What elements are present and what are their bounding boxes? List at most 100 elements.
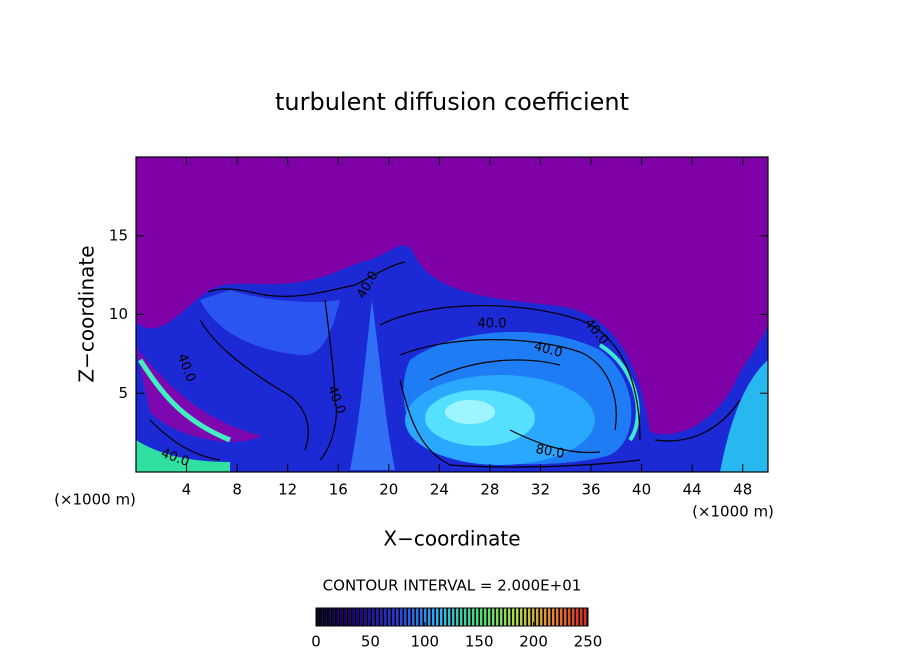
colorbar-cell	[372, 608, 375, 626]
colorbar-cell	[556, 608, 559, 626]
colorbar-cell	[488, 608, 491, 626]
colorbar-cell	[480, 608, 483, 626]
colorbar-cell	[414, 608, 416, 626]
colorbar-cell	[548, 608, 551, 626]
y-tick-label: 10	[109, 305, 128, 323]
colorbar-cell	[462, 608, 464, 626]
field-region	[200, 290, 340, 356]
colorbar-cell	[520, 608, 523, 626]
x-tick-label: 16	[329, 481, 348, 499]
colorbar-cell	[352, 608, 355, 626]
x-tick-label: 4	[182, 481, 192, 499]
colorbar-cell	[386, 608, 388, 626]
colorbar-cell	[438, 608, 440, 626]
colorbar-cell	[436, 608, 439, 626]
colorbar-cell	[326, 608, 328, 626]
colorbar-cell	[514, 608, 516, 626]
colorbar-cell	[510, 608, 512, 626]
colorbar-cell	[332, 608, 335, 626]
colorbar-cell	[474, 608, 476, 626]
colorbar-cell	[530, 608, 532, 626]
colorbar-cell	[358, 608, 360, 626]
colorbar-tick-label: 100	[410, 633, 439, 651]
colorbar-cell	[416, 608, 419, 626]
colorbar-cell	[560, 608, 563, 626]
colorbar-cell	[390, 608, 392, 626]
colorbar-cell	[532, 608, 535, 626]
colorbar-cell	[540, 608, 543, 626]
colorbar-cell	[466, 608, 468, 626]
colorbar-cell	[342, 608, 344, 626]
colorbar-cell	[412, 608, 415, 626]
colorbar-cell	[536, 608, 539, 626]
colorbar-cell	[504, 608, 507, 626]
colorbar-cell	[454, 608, 456, 626]
colorbar-cell	[574, 608, 576, 626]
colorbar-cell	[450, 608, 452, 626]
colorbar-cell	[476, 608, 479, 626]
colorbar-cell	[430, 608, 432, 626]
colorbar: 0 50 100 150 200 250	[311, 607, 603, 651]
colorbar-cell	[382, 608, 384, 626]
colorbar-cell	[340, 608, 343, 626]
colorbar-cell	[544, 608, 547, 626]
colorbar-cell	[348, 608, 351, 626]
colorbar-cell	[528, 608, 531, 626]
colorbar-cell	[364, 608, 367, 626]
colorbar-cell	[508, 608, 511, 626]
colorbar-cell	[366, 608, 368, 626]
colorbar-cell	[368, 608, 371, 626]
colorbar-cell	[524, 608, 527, 626]
colorbar-tick-label: 200	[519, 633, 548, 651]
colorbar-cell	[408, 608, 411, 626]
colorbar-cell	[546, 608, 548, 626]
colorbar-cell	[374, 608, 376, 626]
colorbar-cell	[578, 608, 580, 626]
colorbar-cell	[316, 608, 319, 626]
colorbar-cell	[324, 608, 327, 626]
colorbar-tick-label: 0	[311, 633, 321, 651]
colorbar-cell	[420, 608, 423, 626]
colorbar-cell	[354, 608, 356, 626]
x-tick-label: 40	[632, 481, 651, 499]
field	[136, 245, 768, 472]
colorbar-cell	[392, 608, 395, 626]
colorbar-cell	[492, 608, 495, 626]
colorbar-tick-label: 250	[574, 633, 603, 651]
field-region	[445, 400, 495, 424]
colorbar-cell	[428, 608, 431, 626]
y-tick-label: 5	[118, 384, 128, 402]
colorbar-cell	[328, 608, 331, 626]
colorbar-cell	[426, 608, 428, 626]
colorbar-tick-label: 150	[465, 633, 494, 651]
colorbar-cell	[394, 608, 396, 626]
colorbar-cell	[350, 608, 352, 626]
colorbar-cell	[502, 608, 504, 626]
colorbar-frame	[315, 607, 589, 627]
colorbar-cell	[318, 608, 320, 626]
colorbar-cell	[444, 608, 447, 626]
colorbar-cell	[464, 608, 467, 626]
colorbar-cell	[498, 608, 500, 626]
colorbar-cell	[456, 608, 459, 626]
colorbar-cell	[478, 608, 480, 626]
contour-interval: CONTOUR INTERVAL = 2.000E+01	[323, 577, 582, 595]
colorbar-cell	[486, 608, 488, 626]
colorbar-cell	[432, 608, 435, 626]
colorbar-cell	[472, 608, 475, 626]
contour-label: 80.0	[534, 442, 565, 462]
colorbar-cell	[572, 608, 575, 626]
colorbar-cell	[360, 608, 363, 626]
colorbar-cell	[570, 608, 572, 626]
colorbar-cell	[568, 608, 571, 626]
colorbar-cell	[404, 608, 407, 626]
x-tick-label: 32	[531, 481, 550, 499]
x-tick-label: 12	[278, 481, 297, 499]
colorbar-cell	[434, 608, 436, 626]
colorbar-cell	[402, 608, 404, 626]
contour-label: 40.0	[478, 317, 507, 332]
colorbar-cell	[522, 608, 524, 626]
x-tick-label: 20	[379, 481, 398, 499]
colorbar-cell	[552, 608, 555, 626]
